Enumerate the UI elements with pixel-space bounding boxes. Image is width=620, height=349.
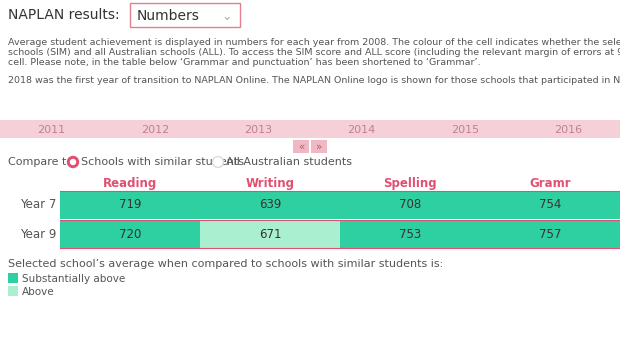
Text: Spelling: Spelling — [383, 177, 437, 190]
Bar — [311, 140, 327, 153]
Text: Year 9: Year 9 — [20, 228, 56, 240]
Bar — [293, 140, 309, 153]
Text: 720: 720 — [119, 228, 141, 240]
Text: Average student achievement is displayed in numbers for each year from 2008. The: Average student achievement is displayed… — [8, 38, 620, 47]
Text: 2015: 2015 — [451, 125, 479, 135]
Text: Year 7: Year 7 — [20, 199, 56, 211]
Text: Substantially above: Substantially above — [22, 274, 125, 284]
Text: 2012: 2012 — [141, 125, 169, 135]
Bar — [60, 220, 200, 248]
Text: 2016: 2016 — [554, 125, 582, 135]
Text: 757: 757 — [539, 228, 561, 240]
Text: NAPLAN results:: NAPLAN results: — [8, 8, 120, 22]
Bar — [340, 220, 479, 248]
Bar — [340, 191, 479, 219]
Bar — [60, 191, 200, 219]
Text: Numbers: Numbers — [137, 9, 200, 23]
Bar — [0, 120, 620, 138]
Text: Compare to: Compare to — [8, 157, 73, 167]
Bar — [8, 273, 18, 283]
Text: Schools with similar students: Schools with similar students — [81, 157, 244, 167]
Text: Reading: Reading — [103, 177, 157, 190]
Circle shape — [213, 156, 223, 168]
Text: 2014: 2014 — [348, 125, 376, 135]
Text: 754: 754 — [539, 199, 561, 211]
Text: «: « — [298, 142, 304, 152]
Text: »: » — [316, 142, 322, 152]
Text: 2013: 2013 — [244, 125, 272, 135]
Text: Selected school’s average when compared to schools with similar students is:: Selected school’s average when compared … — [8, 259, 443, 269]
Text: 2011: 2011 — [38, 125, 66, 135]
Text: 671: 671 — [259, 228, 281, 240]
Bar — [200, 220, 340, 248]
Text: schools (SIM) and all Australian schools (ALL). To access the SIM score and ALL : schools (SIM) and all Australian schools… — [8, 48, 620, 57]
Circle shape — [71, 159, 76, 164]
Bar — [130, 3, 240, 27]
Text: 719: 719 — [119, 199, 141, 211]
Text: cell. Please note, in the table below ‘Grammar and punctuation’ has been shorten: cell. Please note, in the table below ‘G… — [8, 58, 480, 67]
Bar — [480, 191, 619, 219]
Text: Gramr: Gramr — [529, 177, 571, 190]
Text: Writing: Writing — [246, 177, 294, 190]
Text: 753: 753 — [399, 228, 421, 240]
Text: Above: Above — [22, 287, 55, 297]
Bar — [200, 191, 340, 219]
Circle shape — [214, 158, 222, 166]
Bar — [8, 286, 18, 296]
Text: 2018 was the first year of transition to NAPLAN Online. The NAPLAN Online logo i: 2018 was the first year of transition to… — [8, 76, 620, 85]
Text: ⌄: ⌄ — [221, 9, 232, 22]
Circle shape — [68, 156, 79, 168]
Bar — [480, 220, 619, 248]
Text: 708: 708 — [399, 199, 421, 211]
Text: 639: 639 — [259, 199, 281, 211]
Text: All Australian students: All Australian students — [226, 157, 352, 167]
